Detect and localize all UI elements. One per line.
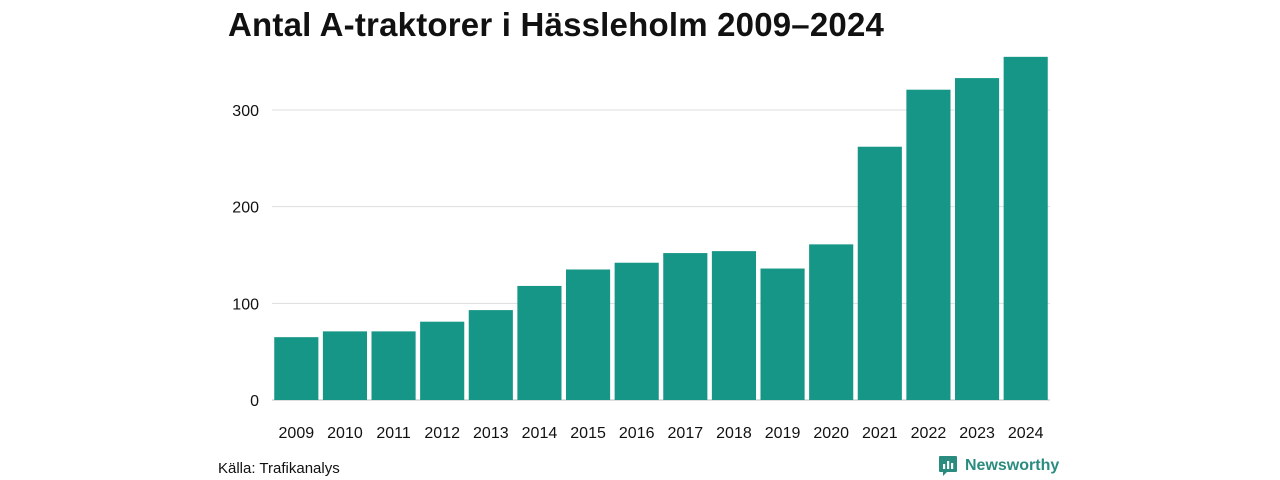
bar-2021 — [857, 146, 902, 400]
brand-name: Newsworthy — [965, 457, 1060, 474]
x-tick-label: 2015 — [570, 425, 606, 442]
bar-2019 — [760, 268, 805, 400]
x-tick-label: 2016 — [619, 425, 655, 442]
bar-2023 — [955, 78, 1000, 400]
y-axis-ticks: 0 100 200 300 — [232, 103, 259, 410]
x-tick-label: 2023 — [959, 425, 995, 442]
chart-title: Antal A-traktorer i Hässleholm 2009–2024 — [228, 6, 885, 43]
bar-2011 — [371, 331, 416, 400]
bar-2024 — [1003, 56, 1048, 400]
brand-logo: Newsworthy — [938, 455, 1059, 477]
bar-2009 — [274, 337, 319, 400]
x-tick-label: 2013 — [473, 425, 509, 442]
bar-2010 — [322, 331, 367, 400]
y-tick-label: 100 — [232, 296, 259, 313]
x-tick-label: 2020 — [813, 425, 849, 442]
bar-2020 — [809, 244, 854, 400]
source-note: Källa: Trafikanalys — [218, 460, 340, 477]
x-tick-label: 2024 — [1008, 425, 1044, 442]
newsworthy-logo-icon — [939, 456, 957, 476]
x-tick-label: 2012 — [424, 425, 460, 442]
bars — [274, 56, 1048, 400]
bar-2018 — [711, 251, 756, 400]
x-tick-label: 2011 — [376, 425, 411, 442]
bar-2017 — [663, 253, 708, 400]
x-axis-ticks: 2009 2010 2011 2012 2013 2014 2015 2016 2017 2018… — [279, 425, 1044, 442]
x-tick-label: 2019 — [765, 425, 801, 442]
bar-2022 — [906, 89, 951, 400]
x-tick-label: 2014 — [522, 425, 558, 442]
y-tick-label: 0 — [250, 393, 259, 410]
x-tick-label: 2018 — [716, 425, 752, 442]
x-tick-label: 2010 — [327, 425, 363, 442]
bar-2013 — [468, 310, 513, 400]
x-tick-label: 2017 — [668, 425, 704, 442]
x-tick-label: 2009 — [279, 425, 315, 442]
bar-2012 — [420, 321, 465, 400]
bar-2016 — [614, 262, 659, 400]
x-tick-label: 2022 — [911, 425, 947, 442]
y-tick-label: 300 — [232, 103, 259, 120]
x-tick-label: 2021 — [862, 425, 898, 442]
bar-2014 — [517, 285, 562, 400]
bar-2015 — [566, 269, 611, 400]
y-tick-label: 200 — [232, 200, 259, 217]
